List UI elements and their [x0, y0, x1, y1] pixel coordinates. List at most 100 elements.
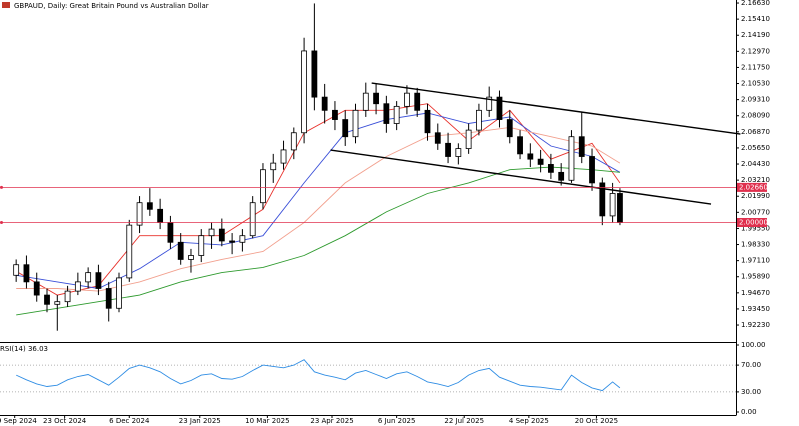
y-tick-label: 1.99550 [741, 224, 770, 232]
candle-body [362, 92, 369, 111]
candle-body [229, 240, 236, 243]
candle-body [476, 109, 482, 131]
candle-body [249, 202, 256, 237]
candle-body [136, 202, 143, 226]
price-panel [13, 3, 623, 331]
candle-body [270, 162, 277, 171]
rsi-tick-label: 100.00 [741, 341, 766, 349]
candle-body [260, 169, 266, 204]
candle-body [455, 148, 462, 157]
candle-body [617, 193, 623, 223]
candle-body [157, 208, 164, 223]
x-tick-label: 6 Dec 2024 [109, 417, 150, 425]
rsi-tick-label: 0.00 [741, 408, 757, 416]
candle-body [383, 103, 390, 124]
price-tag [737, 217, 767, 227]
y-tick-label: 2.00770 [741, 208, 770, 216]
candle-body [434, 132, 441, 144]
candle-body [280, 149, 287, 164]
candle-body [85, 272, 92, 283]
y-tick-label: 2.09310 [741, 96, 770, 104]
y-tick-label: 1.98330 [741, 241, 770, 249]
candle-body [146, 202, 153, 210]
candle-body [332, 109, 338, 120]
x-tick-label: 23 Apr 2025 [310, 417, 353, 425]
rsi-tick-label: 30.00 [741, 388, 761, 396]
candle-body [506, 119, 513, 138]
y-tick-label: 2.06870 [741, 128, 770, 136]
candle-body [558, 171, 565, 181]
y-tick-label: 2.10530 [741, 80, 770, 88]
candle-body [74, 281, 81, 292]
trend-line [330, 149, 712, 205]
candle-body [290, 132, 297, 151]
y-tick-label: 1.95890 [741, 273, 770, 281]
price-tag-label: 2.00000 [739, 218, 768, 226]
candle-body [218, 228, 225, 242]
candle-body [404, 92, 410, 107]
candle-body [321, 96, 328, 111]
candle-body [352, 109, 359, 138]
y-tick-label: 2.11750 [741, 63, 770, 71]
candle-body [486, 96, 493, 111]
candle-body [609, 193, 616, 217]
candle-body [537, 158, 544, 165]
x-tick-label: 6 Jun 2025 [378, 417, 416, 425]
trend-line [371, 82, 741, 135]
x-tick-label: 23 Jan 2025 [179, 417, 221, 425]
y-tick-label: 1.93450 [741, 305, 770, 313]
candle-body [599, 182, 606, 217]
y-tick-label: 2.08090 [741, 112, 770, 120]
candle-body [188, 255, 194, 260]
candle-body [198, 235, 205, 256]
rsi-line [16, 359, 621, 392]
price-tag-label: 2.02660 [739, 183, 768, 191]
y-tick-label: 2.12970 [741, 47, 770, 55]
x-tick-label: 10 Mar 2025 [245, 417, 289, 425]
x-tick-label: 23 Oct 2024 [43, 417, 87, 425]
x-tick-label: 22 Jul 2025 [444, 417, 484, 425]
candle-body [527, 153, 534, 160]
candle-body [578, 136, 585, 157]
candle-body [393, 105, 400, 124]
x-tick-label: 20 Oct 2025 [575, 417, 618, 425]
y-tick-label: 2.14190 [741, 31, 770, 39]
price-tag [737, 182, 767, 192]
level-anchor [0, 185, 3, 189]
flag-icon [2, 2, 10, 8]
x-tick-label: 4 Sep 2025 [509, 417, 549, 425]
candle-body [208, 228, 215, 237]
candle-body [126, 224, 133, 279]
y-tick-label: 2.15410 [741, 15, 770, 23]
rsi-tick-label: 70.00 [741, 361, 761, 369]
y-tick-label: 2.01990 [741, 192, 770, 200]
candle-body [44, 294, 50, 305]
candle-body [311, 50, 318, 98]
candle-body [95, 272, 102, 289]
chart-title: GBPAUD, Daily: Great Britain Pound vs Au… [14, 2, 209, 10]
level-anchor [0, 220, 3, 224]
y-tick-label: 2.03210 [741, 176, 770, 184]
candle-body [116, 277, 122, 309]
y-tick-label: 2.04430 [741, 160, 770, 168]
y-tick-label: 1.94670 [741, 289, 770, 297]
candle-body [445, 142, 451, 157]
candle-body [64, 290, 71, 303]
candle-body [496, 96, 503, 120]
y-tick-label: 1.97110 [741, 257, 770, 265]
candle-body [414, 92, 421, 111]
candle-body [301, 50, 307, 134]
candle-body [517, 136, 523, 155]
candle-body [589, 156, 595, 184]
candle-body [373, 92, 379, 105]
y-tick-label: 1.92230 [741, 321, 770, 329]
rsi-label: RSI(14) 36.03 [0, 345, 48, 353]
candle-body [239, 235, 246, 243]
candle-body [105, 288, 112, 309]
x-tick-label: 19 Sep 2024 [0, 417, 37, 425]
y-tick-label: 2.16630 [741, 0, 770, 7]
candle-body [33, 281, 40, 296]
candle-body [342, 119, 349, 138]
candle-body [424, 109, 431, 134]
